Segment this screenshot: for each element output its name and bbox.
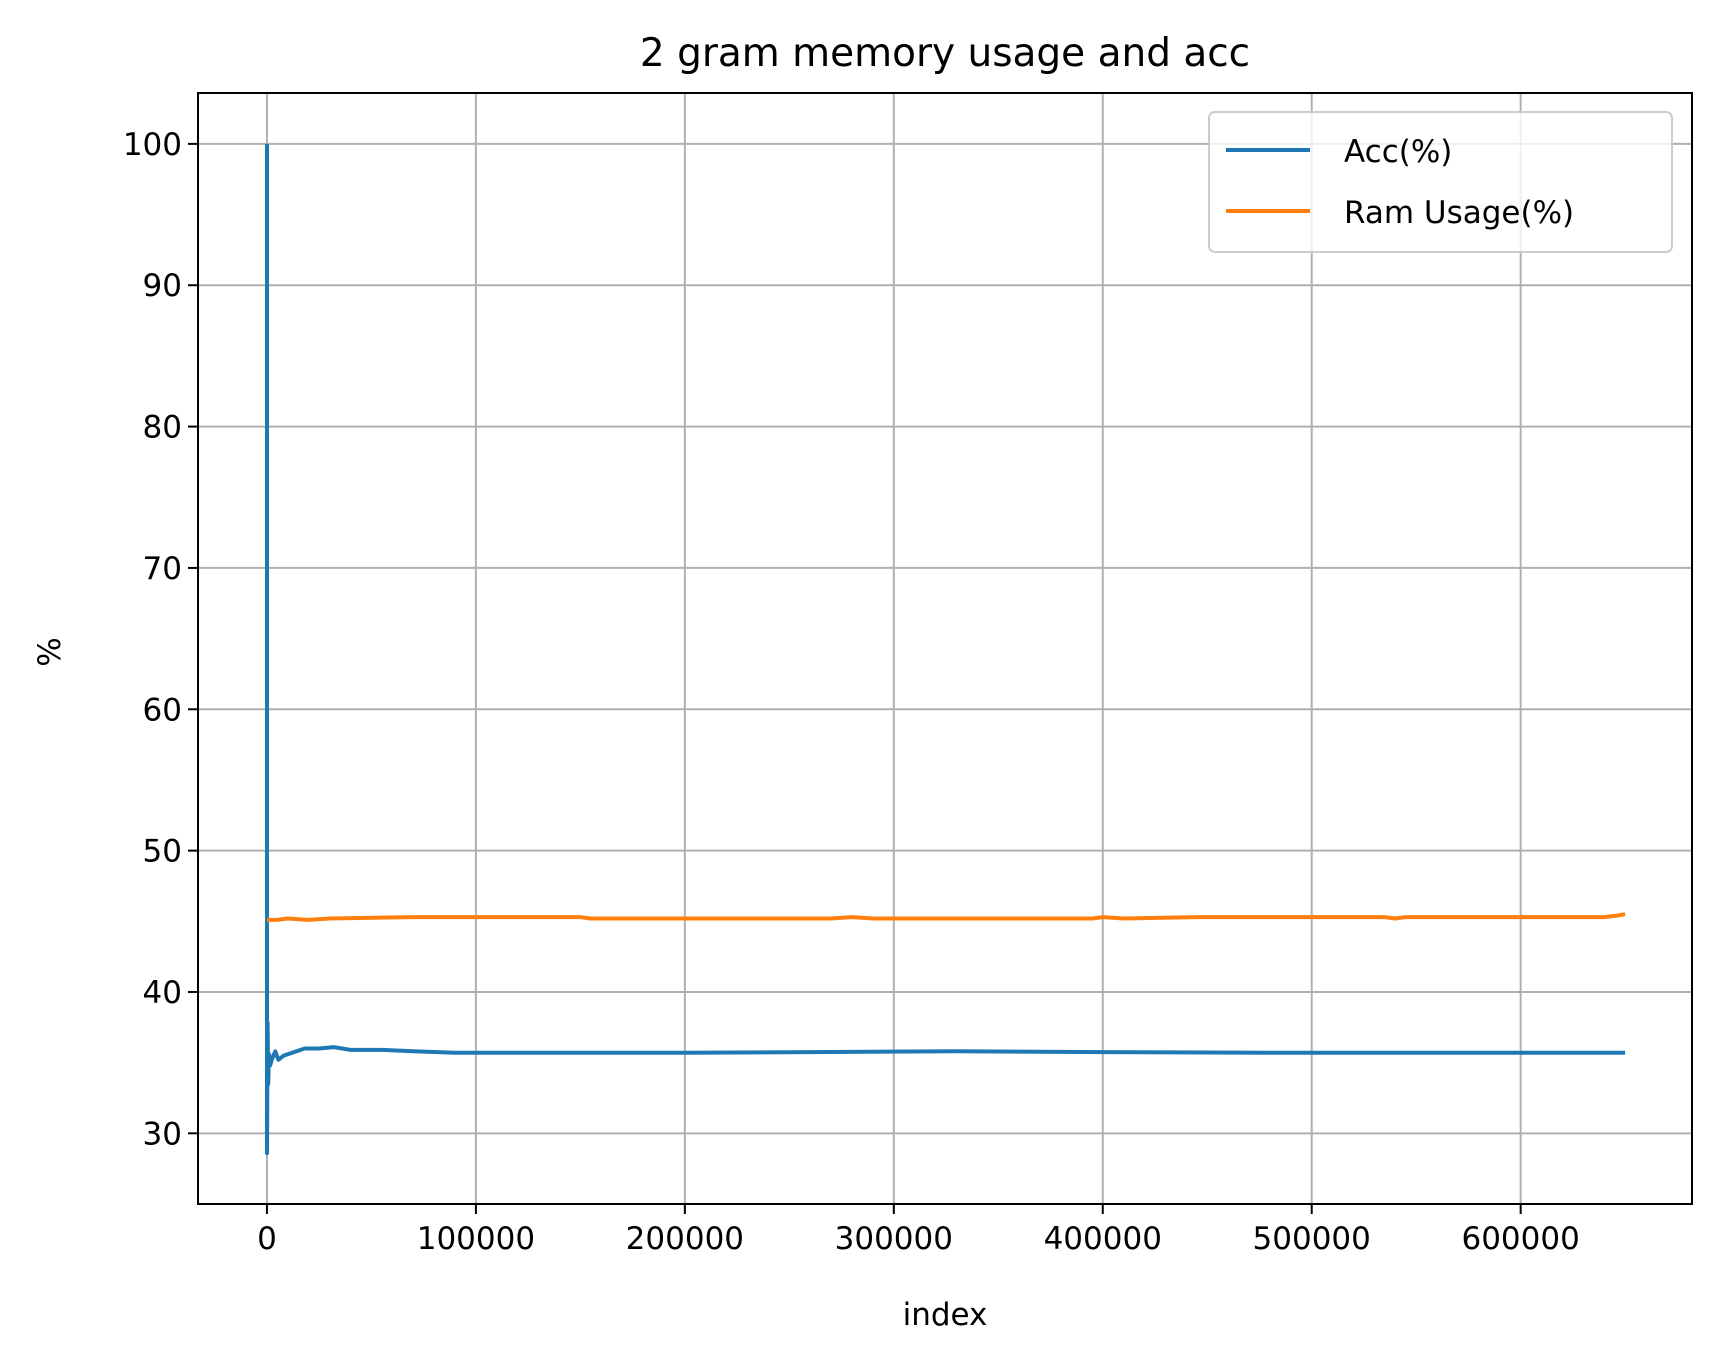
- y-tick-label: 30: [143, 1116, 182, 1152]
- legend-frame: [1208, 111, 1673, 253]
- x-tick-label: 300000: [835, 1221, 953, 1257]
- x-tick-label: 100000: [417, 1221, 535, 1257]
- y-tick-label: 100: [123, 127, 182, 163]
- y-axis-label: %: [32, 637, 68, 666]
- legend: Acc(%) Ram Usage(%): [1208, 111, 1673, 253]
- y-tick-label: 60: [143, 692, 182, 728]
- plot-area-frame: [197, 92, 1693, 1205]
- plot-area-background: [198, 93, 1692, 1204]
- x-tick-label: 400000: [1044, 1221, 1162, 1257]
- x-axis-label: index: [903, 1297, 988, 1333]
- legend-label-ram-usage: Ram Usage(%): [1344, 195, 1574, 231]
- y-tick-label: 90: [143, 268, 182, 304]
- series-line-ram-usage: [267, 912, 1626, 922]
- y-tick-label: 70: [143, 551, 182, 587]
- grid-lines: [198, 93, 1692, 1204]
- x-tick-label: 0: [257, 1221, 277, 1257]
- y-tick-label: 80: [143, 410, 182, 446]
- series-line-acc: [265, 143, 1626, 1156]
- x-tick-label: 500000: [1253, 1221, 1371, 1257]
- y-tick-label: 40: [143, 975, 182, 1011]
- axis-ticks: 0 100000 200000 300000 400000 500000 600000 30 4…: [123, 127, 1580, 1257]
- x-tick-label: 600000: [1461, 1221, 1579, 1257]
- x-tick-label: 200000: [626, 1221, 744, 1257]
- chart-title: 2 gram memory usage and acc: [640, 31, 1250, 76]
- y-tick-label: 50: [143, 834, 182, 870]
- legend-label-acc: Acc(%): [1344, 134, 1452, 170]
- series-lines: [265, 143, 1626, 1156]
